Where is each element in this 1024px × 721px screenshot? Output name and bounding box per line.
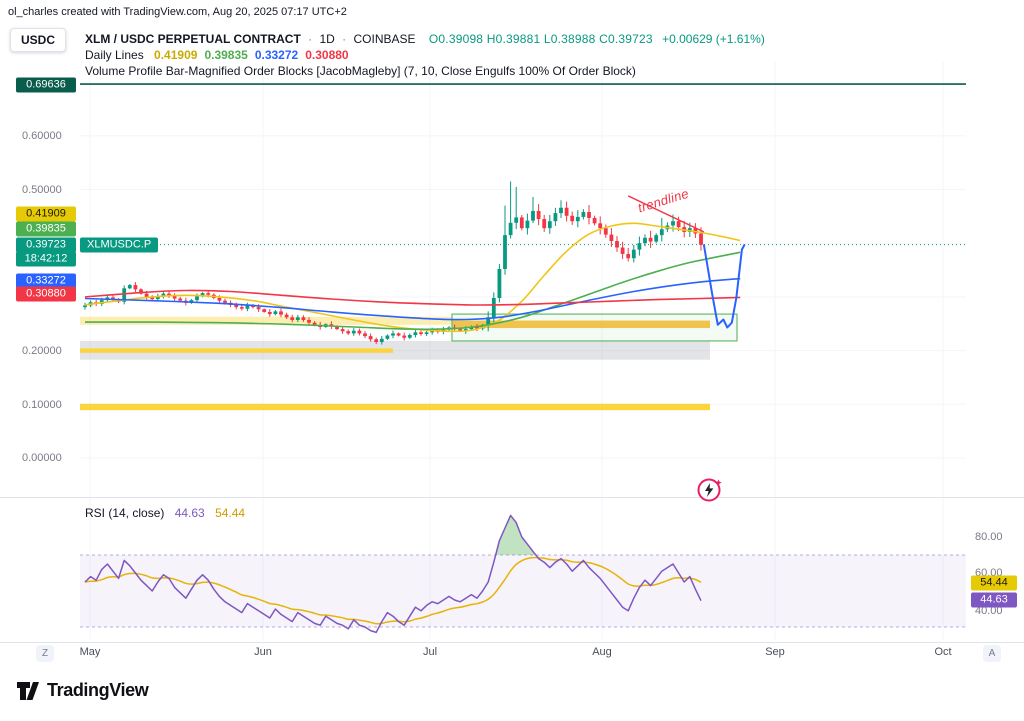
legend-separator: · (308, 32, 313, 46)
price-label-badge: 0.30880 (16, 286, 76, 302)
time-axis[interactable]: May Jun Jul Aug Sep Oct (0, 646, 1024, 666)
indicator-legend-row[interactable]: Volume Profile Bar-Magnified Order Block… (85, 63, 765, 79)
tradingview-logo[interactable]: TradingView (16, 678, 149, 702)
symbol-legend-row[interactable]: XLM / USDC PERPETUAL CONTRACT · 1D · COI… (85, 31, 765, 47)
scroll-right-button[interactable]: A (983, 645, 1001, 662)
daily-lines-values: 0.41909 0.39835 0.33272 0.30880 (147, 48, 349, 62)
time-axis-month-label: Jul (422, 646, 438, 658)
tradingview-logo-mark (17, 682, 39, 700)
rsi-tick-label: 80.00 (975, 531, 1003, 543)
daily-line-value: 0.30880 (305, 48, 349, 62)
daily-lines-label[interactable]: Daily Lines (85, 48, 144, 62)
scroll-left-button[interactable]: Z (36, 645, 54, 662)
change-value: +0.00629 (+1.61%) (662, 32, 765, 46)
rsi-tick-label: 40.00 (975, 605, 1003, 617)
rsi-legend[interactable]: RSI (14, close) 44.63 54.44 (85, 506, 252, 520)
daily-lines-legend-row[interactable]: Daily Lines 0.41909 0.39835 0.33272 0.30880 (85, 47, 765, 63)
symbol-price-tag: XLMUSDC.P (80, 237, 159, 253)
rsi-value-badge: 44.63 (971, 592, 1017, 608)
chart-legend: XLM / USDC PERPETUAL CONTRACT · 1D · COI… (85, 31, 765, 79)
exchange-label[interactable]: COINBASE (353, 32, 416, 46)
price-tick-label: 0.20000 (22, 345, 62, 357)
legend-separator: · (342, 32, 347, 46)
price-tick-label: 0.50000 (22, 184, 62, 196)
price-label-badge: 0.41909 (16, 206, 76, 222)
price-tick-label: 0.10000 (22, 399, 62, 411)
price-label-badge: 0.33272 (16, 273, 76, 289)
time-axis-month-label: Sep (765, 646, 785, 658)
indicator-title[interactable]: Volume Profile Bar-Magnified Order Block… (85, 64, 636, 78)
price-label-badge: 18:42:12 (16, 251, 76, 267)
price-tick-label: 0.60000 (22, 130, 62, 142)
time-axis-month-label: Oct (934, 646, 952, 658)
time-axis-month-label: May (79, 646, 101, 658)
currency-chip[interactable]: USDC (10, 28, 67, 52)
rsi-ma-value: 54.44 (215, 506, 246, 520)
daily-line-value: 0.33272 (254, 48, 299, 62)
time-axis-month-label: Jun (254, 646, 272, 658)
rsi-value-badge: 54.44 (971, 575, 1017, 591)
flash-icon[interactable] (696, 476, 724, 504)
price-label-badge: 0.39723 (16, 237, 76, 253)
rsi-title[interactable]: RSI (14, close) (85, 506, 165, 520)
interval-label[interactable]: 1D (319, 32, 335, 46)
ohlc-values: O0.39098 H0.39881 L0.38988 C0.39723 (428, 32, 653, 46)
attribution-text: ol_charles created with TradingView.com,… (8, 6, 347, 18)
time-axis-month-label: Aug (592, 646, 612, 658)
symbol-title[interactable]: XLM / USDC PERPETUAL CONTRACT (85, 32, 301, 46)
price-label-badge: 0.69636 (16, 77, 76, 93)
rsi-value: 44.63 (174, 506, 205, 520)
price-label-badge: 0.39835 (16, 221, 76, 237)
price-tick-label: 0.00000 (22, 452, 62, 464)
tradingview-logo-text: TradingView (47, 679, 149, 700)
daily-line-value: 0.41909 (154, 48, 198, 62)
daily-line-value: 0.39835 (204, 48, 248, 62)
